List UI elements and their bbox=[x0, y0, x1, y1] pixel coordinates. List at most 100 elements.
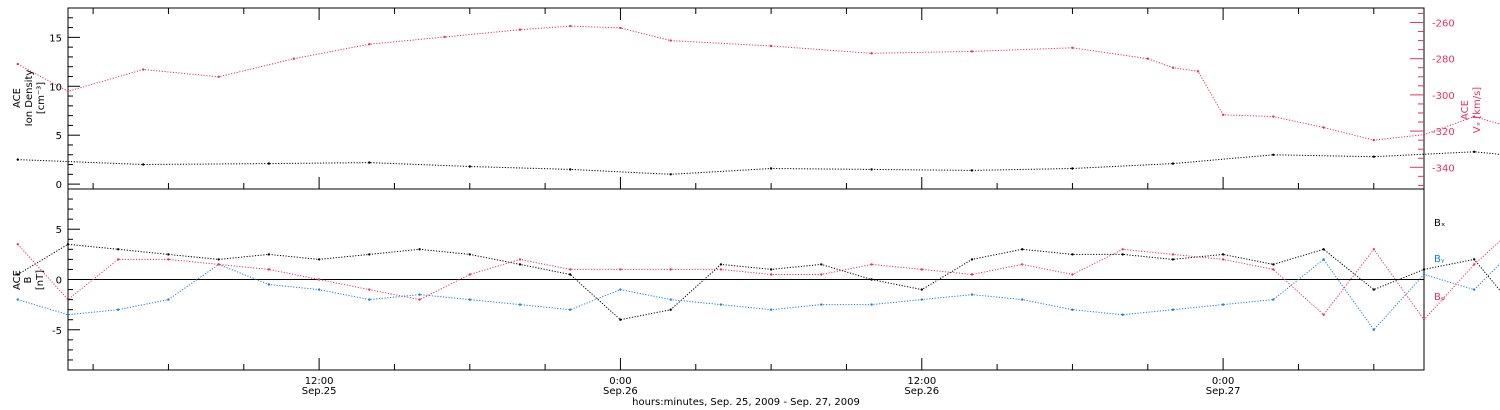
b--point-18 bbox=[920, 268, 923, 271]
ion-density-point-2 bbox=[267, 162, 271, 165]
bx-point-14 bbox=[719, 263, 723, 266]
bx-point-15 bbox=[769, 268, 773, 271]
ion-density-point-1 bbox=[142, 163, 145, 166]
b--point-12 bbox=[619, 288, 622, 291]
vx-tick-label-280: -280 bbox=[1432, 55, 1455, 66]
b--point-9 bbox=[468, 273, 471, 276]
b--point-2 bbox=[117, 258, 120, 261]
vx-point-13 bbox=[970, 50, 974, 53]
b--point-1 bbox=[66, 313, 70, 316]
b--point-23 bbox=[1171, 253, 1175, 256]
b--point-19 bbox=[970, 293, 974, 296]
b--point-13 bbox=[669, 268, 672, 271]
bx-point-26 bbox=[1322, 248, 1325, 251]
legend-bz: Bᵩ bbox=[1434, 292, 1445, 303]
vx-point-23 bbox=[1473, 115, 1476, 118]
bx-point-12 bbox=[619, 318, 622, 321]
vx-point-11 bbox=[769, 44, 773, 48]
ion-density-point-7 bbox=[769, 167, 773, 170]
b--point-14 bbox=[719, 303, 723, 306]
b--trace bbox=[17, 240, 1500, 321]
b--point-26 bbox=[1322, 258, 1325, 261]
x-tick-time-1: 0:00 bbox=[609, 376, 631, 387]
b-ylabel-line2: B bbox=[23, 276, 34, 283]
b--point-24 bbox=[1221, 303, 1225, 306]
b--point-8 bbox=[418, 298, 421, 301]
b-axis: 5 0 -5 bbox=[52, 198, 80, 361]
density-tick-label-10: 10 bbox=[49, 82, 62, 93]
b--point-4 bbox=[217, 263, 220, 266]
vx-tick-label-300: -300 bbox=[1432, 91, 1455, 102]
b--point-0 bbox=[16, 298, 19, 301]
ion-density-point-3 bbox=[368, 161, 371, 164]
b--point-18 bbox=[920, 298, 923, 301]
vx-point-20 bbox=[1322, 126, 1325, 129]
b--point-29 bbox=[1473, 288, 1476, 291]
bx-point-4 bbox=[217, 258, 220, 261]
bx-point-6 bbox=[317, 258, 321, 261]
b--point-9 bbox=[468, 298, 471, 301]
density-tick-label-0: 0 bbox=[56, 180, 62, 191]
vx-trace bbox=[17, 25, 1500, 141]
vx-point-17 bbox=[1196, 70, 1200, 73]
b--point-27 bbox=[1372, 328, 1376, 331]
vx-point-15 bbox=[1146, 57, 1150, 60]
b--point-6 bbox=[317, 278, 321, 281]
b--point-2 bbox=[117, 308, 120, 311]
b-tick-label-5: 5 bbox=[56, 225, 62, 236]
density-axis: 0 5 10 15 bbox=[49, 17, 80, 191]
vx-point-7 bbox=[518, 28, 522, 31]
bx-point-23 bbox=[1171, 258, 1175, 261]
density-ylabel-line1: ACE bbox=[12, 88, 23, 108]
vx-ylabel-line2: Vₓ [km/s] bbox=[1472, 87, 1483, 133]
b--trace bbox=[17, 258, 1500, 331]
vx-ylabel-line1: ACE bbox=[1460, 100, 1471, 120]
b--point-20 bbox=[1021, 263, 1024, 266]
vx-point-19 bbox=[1272, 115, 1275, 118]
top-panel-frame bbox=[67, 7, 1425, 190]
bx-trace bbox=[17, 243, 1500, 321]
b--point-13 bbox=[669, 298, 672, 301]
bx-point-19 bbox=[970, 258, 974, 261]
b--point-10 bbox=[518, 303, 522, 306]
vx-point-16 bbox=[1171, 66, 1175, 69]
b--point-20 bbox=[1021, 298, 1024, 301]
density-ylabel-line2: Ion Density bbox=[24, 70, 35, 127]
b--point-5 bbox=[267, 283, 271, 286]
b--point-11 bbox=[569, 308, 572, 311]
ion-density-point-13 bbox=[1372, 155, 1376, 158]
bx-point-5 bbox=[267, 253, 271, 256]
b-ylabel: ACE B [nT] bbox=[12, 270, 46, 290]
b--point-3 bbox=[167, 298, 170, 301]
x-axis-title: hours:minutes, Sep. 25, 2009 - Sep. 27, … bbox=[632, 397, 860, 408]
density-ylabel-line3: [cm⁻³] bbox=[36, 82, 47, 114]
b--point-25 bbox=[1272, 268, 1275, 271]
bx-point-10 bbox=[518, 263, 522, 266]
bx-point-29 bbox=[1473, 258, 1476, 261]
bx-point-7 bbox=[368, 253, 371, 256]
ion-density-point-10 bbox=[1071, 167, 1074, 170]
b--point-16 bbox=[820, 303, 823, 306]
x-tick-date-2: Sep.26 bbox=[904, 386, 939, 397]
bx-point-22 bbox=[1121, 253, 1124, 256]
bx-point-3 bbox=[167, 253, 170, 256]
magnetic-field-panel: 5 0 -5 bbox=[16, 188, 1500, 371]
b--point-0 bbox=[16, 243, 19, 246]
b--point-23 bbox=[1171, 308, 1175, 311]
x-tick-date-0: Sep.25 bbox=[302, 386, 337, 397]
vx-ylabel: ACE Vₓ [km/s] bbox=[1460, 87, 1483, 133]
b--point-24 bbox=[1221, 258, 1225, 261]
bx-point-21 bbox=[1071, 253, 1074, 256]
b--point-3 bbox=[167, 258, 170, 261]
bx-point-9 bbox=[468, 253, 471, 256]
b--point-22 bbox=[1121, 248, 1124, 251]
bx-point-24 bbox=[1221, 253, 1225, 256]
bx-point-8 bbox=[418, 248, 421, 251]
ion-density-point-14 bbox=[1473, 150, 1476, 153]
ion-density-point-5 bbox=[569, 168, 572, 171]
bx-point-25 bbox=[1272, 263, 1275, 266]
ion-density-point-8 bbox=[870, 168, 873, 171]
b--point-15 bbox=[769, 273, 773, 276]
vx-point-12 bbox=[870, 52, 873, 55]
ion-density-trace bbox=[17, 151, 1500, 175]
